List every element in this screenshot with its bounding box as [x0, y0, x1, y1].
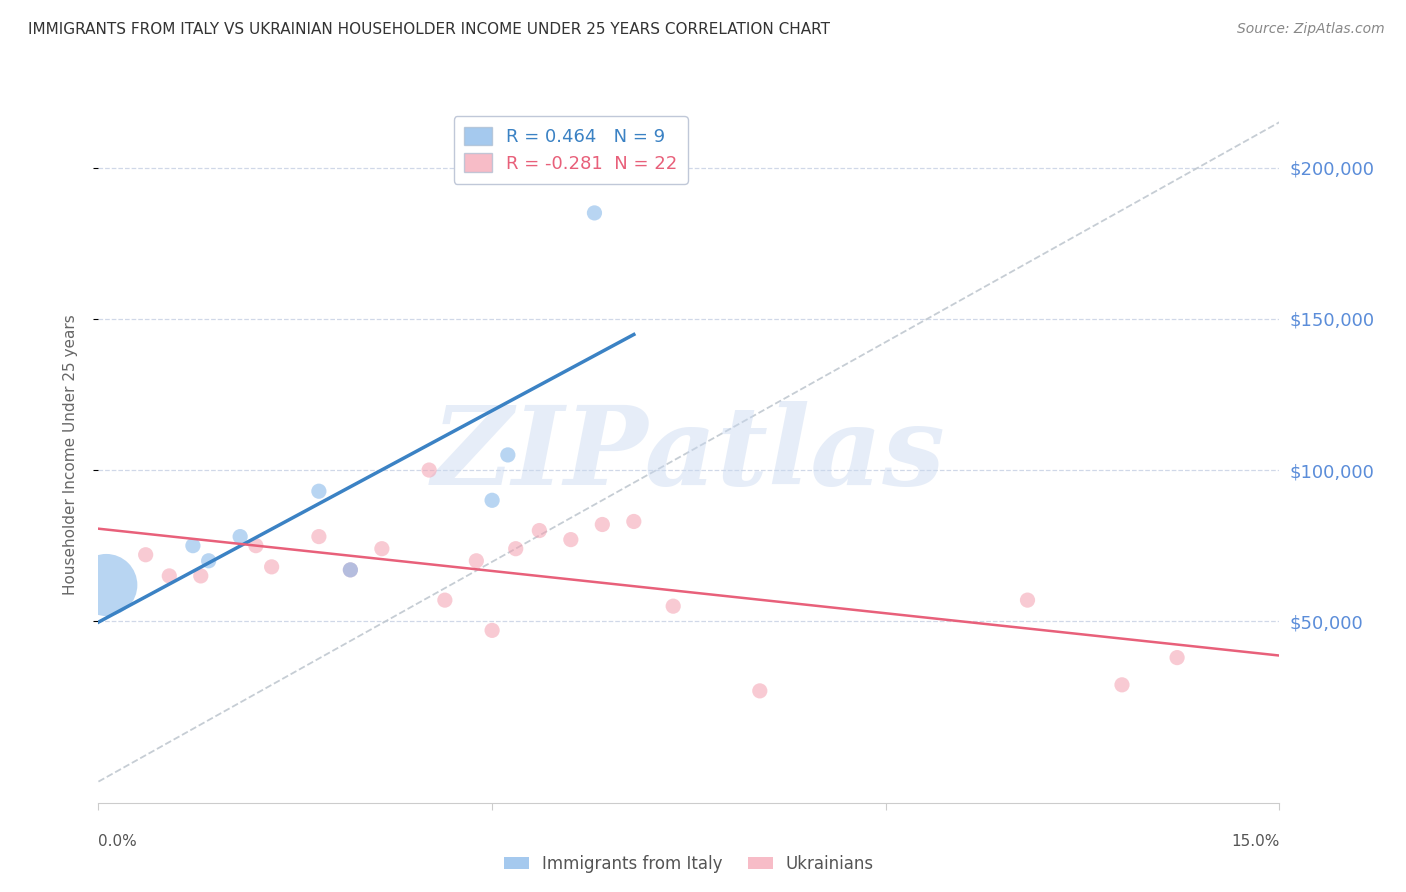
Legend: R = 0.464   N = 9, R = -0.281  N = 22: R = 0.464 N = 9, R = -0.281 N = 22 — [454, 116, 688, 184]
Point — [583, 206, 606, 220]
Point — [465, 554, 488, 568]
Text: Source: ZipAtlas.com: Source: ZipAtlas.com — [1237, 22, 1385, 37]
Point — [505, 541, 527, 556]
Point — [418, 463, 440, 477]
Point — [433, 593, 456, 607]
Text: ZIPatlas: ZIPatlas — [432, 401, 946, 508]
Point — [190, 569, 212, 583]
Point — [339, 563, 361, 577]
Text: 15.0%: 15.0% — [1232, 834, 1279, 849]
Text: 0.0%: 0.0% — [98, 834, 138, 849]
Point — [229, 530, 252, 544]
Point — [1111, 678, 1133, 692]
Point — [1017, 593, 1039, 607]
Point — [623, 515, 645, 529]
Point — [135, 548, 157, 562]
Point — [662, 599, 685, 614]
Point — [481, 624, 503, 638]
Point — [96, 578, 118, 592]
Point — [560, 533, 582, 547]
Point — [1166, 650, 1188, 665]
Point — [496, 448, 519, 462]
Point — [371, 541, 394, 556]
Point — [748, 684, 770, 698]
Point — [308, 530, 330, 544]
Point — [197, 554, 219, 568]
Point — [157, 569, 180, 583]
Point — [529, 524, 551, 538]
Y-axis label: Householder Income Under 25 years: Householder Income Under 25 years — [63, 315, 77, 595]
Point — [260, 559, 283, 574]
Text: IMMIGRANTS FROM ITALY VS UKRAINIAN HOUSEHOLDER INCOME UNDER 25 YEARS CORRELATION: IMMIGRANTS FROM ITALY VS UKRAINIAN HOUSE… — [28, 22, 830, 37]
Point — [591, 517, 613, 532]
Legend: Immigrants from Italy, Ukrainians: Immigrants from Italy, Ukrainians — [498, 848, 880, 880]
Point — [339, 563, 361, 577]
Point — [181, 539, 204, 553]
Point — [481, 493, 503, 508]
Point — [308, 484, 330, 499]
Point — [245, 539, 267, 553]
